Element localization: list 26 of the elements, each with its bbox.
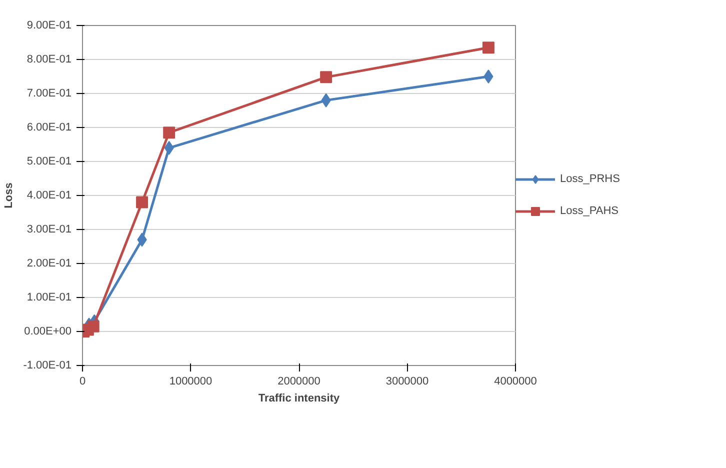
y-tick-label: -1.00E-01 <box>23 360 72 372</box>
x-tick-label: 3000000 <box>386 376 429 388</box>
y-tick-label: 9.00E-01 <box>26 20 72 32</box>
point <box>87 320 100 332</box>
point <box>136 196 148 208</box>
y-tick-label: 7.00E-01 <box>26 88 72 100</box>
x-tick-label: 0 <box>79 376 86 388</box>
x-tick-label: 2000000 <box>278 376 320 388</box>
y-tick-label: 2.00E-01 <box>26 258 72 270</box>
x-axis-title: Traffic intensity <box>258 392 341 404</box>
x-tick-label: 4000000 <box>494 376 537 388</box>
point <box>482 42 494 54</box>
y-tick-label: 4.00E-01 <box>26 190 72 202</box>
point <box>320 71 332 84</box>
y-tick-label: 1.00E-01 <box>26 292 72 304</box>
legend-label: Loss_PAHS <box>560 205 618 217</box>
point <box>163 126 176 139</box>
y-tick-label: 0.00E+00 <box>24 326 72 338</box>
legend-label: Loss_PRHS <box>560 173 620 185</box>
y-tick-label: 6.00E-01 <box>26 122 72 134</box>
y-tick-label: 3.00E-01 <box>26 224 72 236</box>
y-axis-title: Loss <box>3 182 16 208</box>
x-tick-label: 1000000 <box>169 376 212 388</box>
y-tick-label: 5.00E-01 <box>26 156 72 168</box>
point <box>484 70 494 84</box>
y-tick-label: 8.00E-01 <box>26 54 72 66</box>
